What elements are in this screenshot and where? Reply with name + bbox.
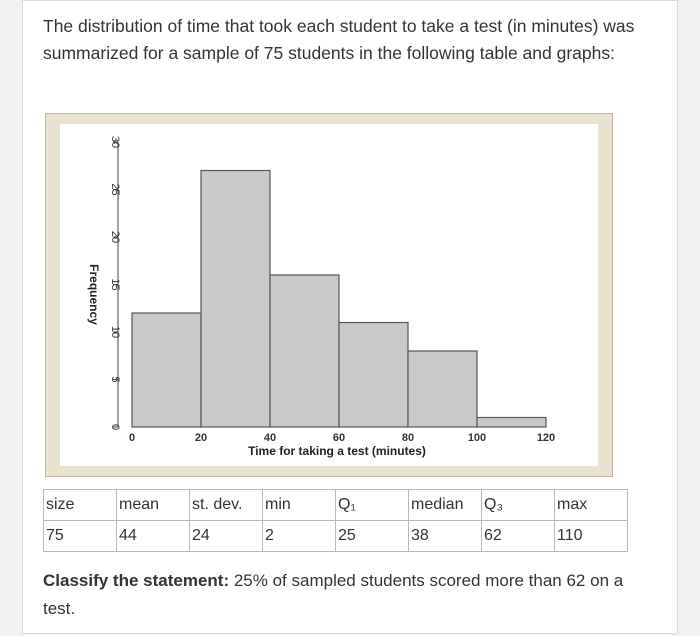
stats-value-size: 75 (43, 520, 117, 552)
y-tick-label: 30 (109, 136, 121, 148)
classify-label: Classify the statement: (43, 571, 230, 590)
x-tick-label: 100 (468, 432, 486, 444)
stats-value-stdev: 24 (189, 520, 263, 552)
y-tick-label: 10 (109, 326, 121, 338)
stats-header-size: size (43, 489, 117, 521)
classify-prompt: Classify the statement: 25% of sampled s… (43, 567, 653, 623)
x-tick-label: 80 (402, 432, 414, 444)
histogram-bar (269, 274, 340, 428)
stats-header-mean: mean (116, 489, 190, 521)
histogram-chart: 0 5 10 15 20 25 30 0 20 40 60 80 100 120 Time for taki… (45, 113, 613, 477)
histogram-bar (476, 416, 547, 428)
histogram-bar (407, 350, 478, 428)
stats-value-mean: 44 (116, 520, 190, 552)
question-text: The distribution of time that took each … (43, 16, 635, 63)
stats-value-row: 75 44 24 2 25 38 62 110 (43, 520, 628, 552)
summary-stats-table: size mean st. dev. min Q₁ median Q₃ max … (43, 489, 628, 552)
x-axis-label: Time for taking a test (minutes) (248, 444, 426, 458)
stats-header-q1: Q₁ (335, 489, 409, 521)
histogram-bar (200, 169, 271, 428)
histogram-svg: 0 5 10 15 20 25 30 0 20 40 60 80 100 120 Time for taki… (60, 124, 598, 466)
stats-value-q3: 62 (481, 520, 555, 552)
question-card: The distribution of time that took each … (22, 0, 678, 634)
y-axis-label: Frequency (87, 264, 101, 325)
x-tick-label: 0 (129, 432, 135, 444)
stats-value-max: 110 (554, 520, 628, 552)
y-tick-label: 0 (109, 424, 121, 430)
stats-value-median: 38 (408, 520, 482, 552)
histogram-bar (338, 321, 409, 428)
stats-header-q3: Q₃ (481, 489, 555, 521)
histogram-bar (131, 312, 202, 428)
x-tick-label: 60 (333, 432, 345, 444)
y-tick-label: 20 (109, 231, 121, 243)
stats-value-q1: 25 (335, 520, 409, 552)
y-tick-label: 25 (109, 183, 121, 195)
stats-header-median: median (408, 489, 482, 521)
y-tick-label: 15 (109, 278, 121, 290)
stats-header-max: max (554, 489, 628, 521)
x-tick-label: 20 (195, 432, 207, 444)
y-tick-label: 5 (109, 376, 121, 382)
stats-header-stdev: st. dev. (189, 489, 263, 521)
stats-header-min: min (262, 489, 336, 521)
x-tick-label: 120 (537, 432, 555, 444)
stats-value-min: 2 (262, 520, 336, 552)
x-tick-label: 40 (264, 432, 276, 444)
classify-statement: 25% of sampled students scored more than… (43, 571, 624, 618)
stats-header-row: size mean st. dev. min Q₁ median Q₃ max (43, 489, 628, 521)
